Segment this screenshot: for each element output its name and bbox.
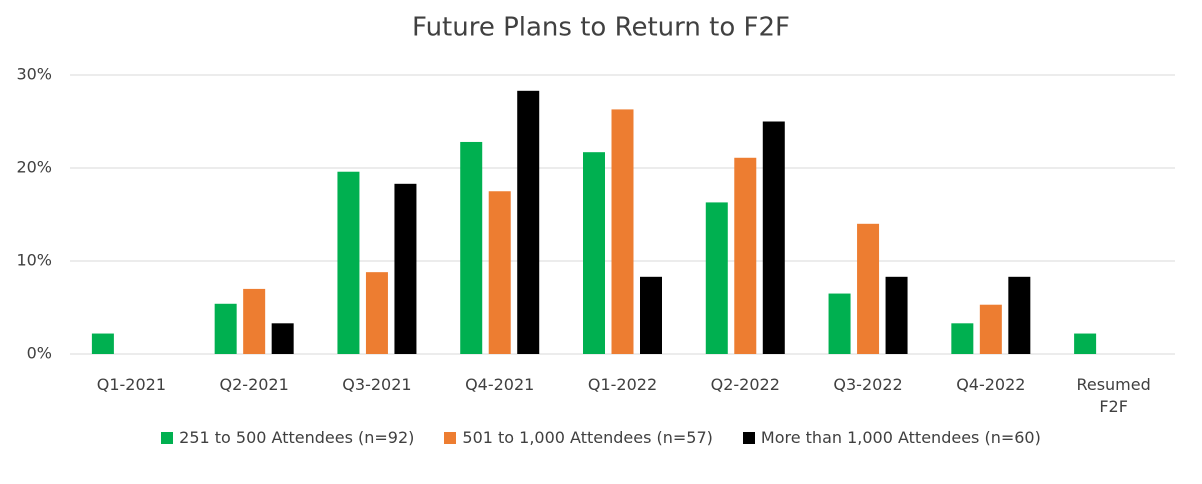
legend-item: 251 to 500 Attendees (n=92) — [161, 428, 414, 447]
bar — [214, 303, 237, 354]
legend-item: More than 1,000 Attendees (n=60) — [742, 428, 1041, 447]
bar — [394, 183, 417, 354]
x-tick-label: Q1-2021 — [96, 375, 166, 394]
legend-label: 501 to 1,000 Attendees (n=57) — [462, 428, 713, 447]
bar — [762, 121, 785, 354]
legend-swatch — [161, 431, 174, 444]
bar — [1008, 276, 1031, 354]
bar — [488, 191, 511, 354]
y-tick-label: 30% — [16, 65, 52, 84]
x-tick-label: Q3-2021 — [342, 375, 412, 394]
x-tick-label: Resumed F2F — [1076, 375, 1151, 416]
bar — [1074, 333, 1097, 354]
bar — [91, 333, 114, 354]
bar — [705, 202, 728, 354]
legend-swatch — [742, 431, 755, 444]
bar — [979, 304, 1002, 354]
bar — [885, 276, 908, 354]
bar — [271, 323, 294, 354]
legend-label: 251 to 500 Attendees (n=92) — [179, 428, 415, 447]
bar — [951, 323, 974, 354]
x-tick-label: Q2-2021 — [219, 375, 289, 394]
bar — [583, 152, 605, 354]
bar — [640, 276, 662, 354]
bar — [857, 223, 880, 354]
bar — [460, 141, 483, 354]
bar — [611, 109, 634, 354]
y-tick-label: 20% — [16, 158, 52, 177]
legend: 251 to 500 Attendees (n=92) 501 to 1,000 … — [0, 428, 1202, 447]
x-tick-label: Q1-2022 — [587, 375, 658, 394]
x-tick-label: Q4-2022 — [956, 375, 1026, 394]
bar — [243, 288, 266, 354]
x-tick-label: Q4-2021 — [465, 375, 535, 394]
bar — [337, 171, 360, 354]
chart-title: Future Plans to Return to F2F — [412, 13, 790, 43]
y-tick-label: 0% — [27, 344, 52, 363]
bar — [517, 90, 540, 354]
y-tick-label: 10% — [16, 251, 52, 270]
x-tick-label: Q3-2022 — [833, 375, 903, 394]
bar — [734, 157, 757, 354]
legend-item: 501 to 1,000 Attendees (n=57) — [444, 428, 713, 447]
bar — [365, 272, 388, 354]
bar — [828, 293, 851, 354]
legend-swatch — [444, 431, 457, 444]
legend-label: More than 1,000 Attendees (n=60) — [760, 428, 1041, 447]
x-tick-label: Q2-2022 — [710, 375, 780, 394]
